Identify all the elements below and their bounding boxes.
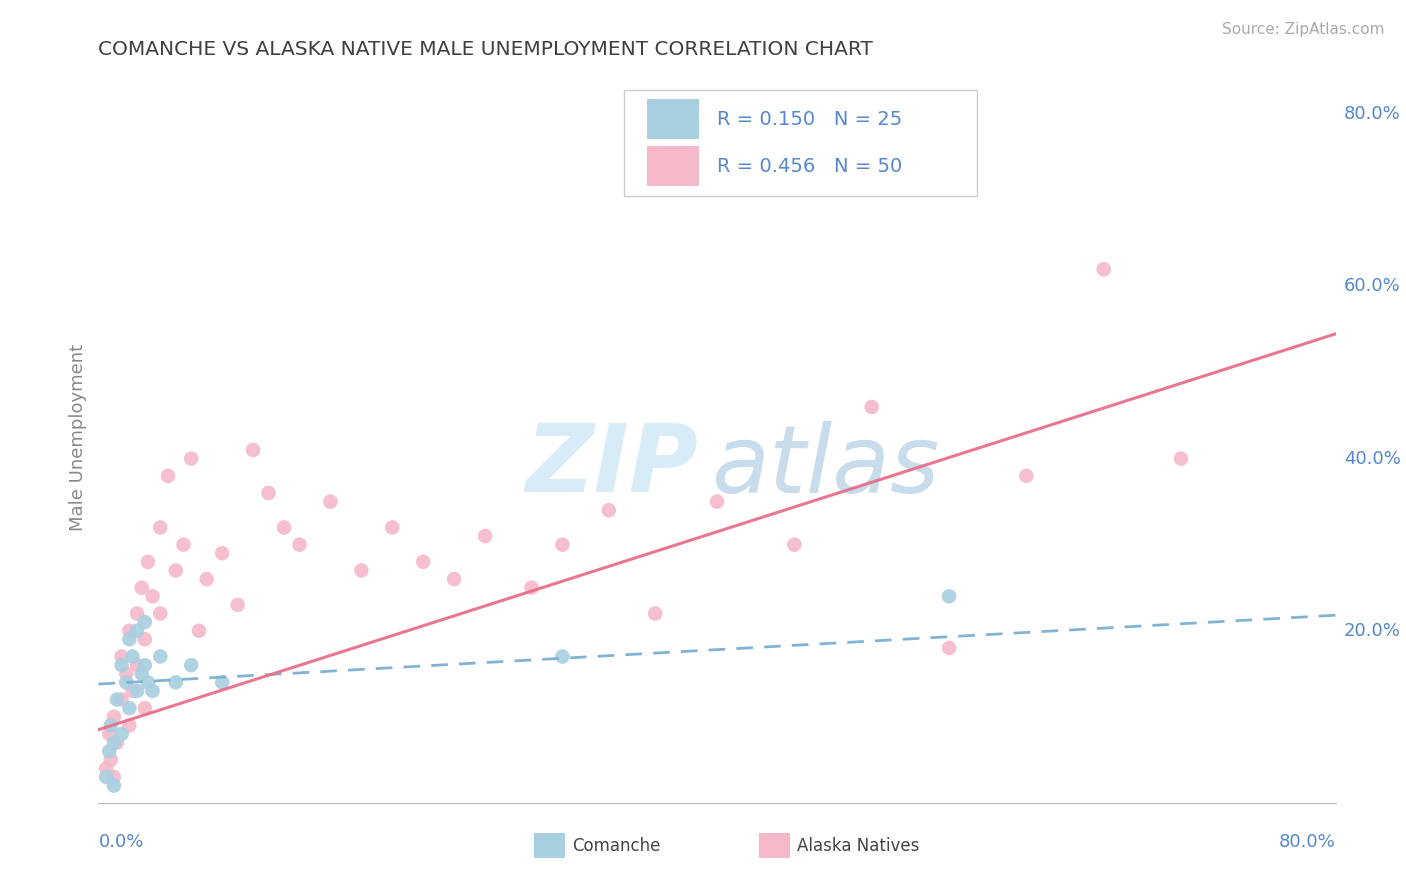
Point	[98, 744, 121, 758]
Point	[474, 529, 496, 543]
Point	[100, 753, 122, 767]
Text: 40.0%: 40.0%	[1344, 450, 1400, 467]
Point	[242, 442, 264, 457]
Point	[149, 649, 172, 664]
Point	[141, 684, 165, 698]
Point	[172, 538, 194, 552]
Point	[598, 503, 620, 517]
Point	[103, 735, 125, 749]
Point	[165, 564, 187, 578]
Point	[111, 658, 132, 673]
Point	[188, 624, 211, 638]
Point	[105, 735, 128, 749]
Point	[319, 494, 342, 508]
Point	[134, 701, 156, 715]
Point	[381, 520, 404, 534]
Point	[551, 649, 574, 664]
Point	[1170, 451, 1192, 466]
Point	[115, 666, 138, 681]
Point	[938, 589, 960, 603]
Text: 0.0%: 0.0%	[98, 833, 143, 851]
Point	[520, 581, 543, 595]
Point	[118, 624, 141, 638]
Point	[127, 684, 149, 698]
Point	[127, 607, 149, 621]
Point	[195, 572, 218, 586]
Point	[121, 649, 143, 664]
Text: Comanche: Comanche	[572, 837, 661, 855]
Point	[105, 692, 128, 706]
Point	[131, 666, 153, 681]
Point	[96, 770, 118, 784]
Point	[443, 572, 465, 586]
Point	[134, 615, 156, 629]
Point	[350, 564, 373, 578]
Point	[149, 607, 172, 621]
Point	[180, 451, 202, 466]
Point	[118, 701, 141, 715]
Point	[103, 779, 125, 793]
Point	[121, 684, 143, 698]
Point	[226, 598, 249, 612]
Text: 60.0%: 60.0%	[1344, 277, 1400, 295]
Point	[706, 494, 728, 508]
Point	[136, 555, 159, 569]
Bar	[647, 146, 699, 186]
Point	[111, 692, 132, 706]
Point	[149, 520, 172, 534]
Point	[412, 555, 434, 569]
Point	[136, 675, 159, 690]
Point	[98, 727, 121, 741]
Point	[157, 468, 180, 483]
Text: COMANCHE VS ALASKA NATIVE MALE UNEMPLOYMENT CORRELATION CHART: COMANCHE VS ALASKA NATIVE MALE UNEMPLOYM…	[98, 39, 873, 59]
Text: 20.0%: 20.0%	[1344, 622, 1400, 640]
Point	[180, 658, 202, 673]
Bar	[647, 99, 699, 139]
Point	[860, 400, 883, 414]
Point	[134, 632, 156, 647]
Point	[1015, 468, 1038, 483]
Point	[103, 770, 125, 784]
Point	[100, 718, 122, 732]
Point	[644, 607, 666, 621]
Text: 80.0%: 80.0%	[1279, 833, 1336, 851]
Point	[938, 640, 960, 655]
Text: Source: ZipAtlas.com: Source: ZipAtlas.com	[1222, 22, 1385, 37]
Point	[131, 581, 153, 595]
Text: Alaska Natives: Alaska Natives	[797, 837, 920, 855]
Point	[288, 538, 311, 552]
Point	[111, 649, 132, 664]
Point	[127, 658, 149, 673]
Point	[134, 658, 156, 673]
Point	[551, 538, 574, 552]
Point	[1092, 262, 1115, 277]
Point	[103, 710, 125, 724]
Text: R = 0.150   N = 25: R = 0.150 N = 25	[717, 110, 903, 128]
Point	[257, 486, 280, 500]
Y-axis label: Male Unemployment: Male Unemployment	[69, 343, 87, 531]
Text: 80.0%: 80.0%	[1344, 105, 1400, 123]
Point	[118, 632, 141, 647]
Point	[111, 727, 132, 741]
Point	[211, 546, 233, 560]
Text: atlas: atlas	[711, 421, 939, 512]
Point	[211, 675, 233, 690]
Point	[273, 520, 295, 534]
Point	[165, 675, 187, 690]
Bar	[624, 89, 977, 195]
Point	[783, 538, 806, 552]
Point	[118, 718, 141, 732]
Point	[141, 589, 165, 603]
Text: ZIP: ZIP	[526, 420, 699, 512]
Text: R = 0.456   N = 50: R = 0.456 N = 50	[717, 156, 903, 176]
Point	[127, 624, 149, 638]
Point	[115, 675, 138, 690]
Point	[96, 761, 118, 775]
